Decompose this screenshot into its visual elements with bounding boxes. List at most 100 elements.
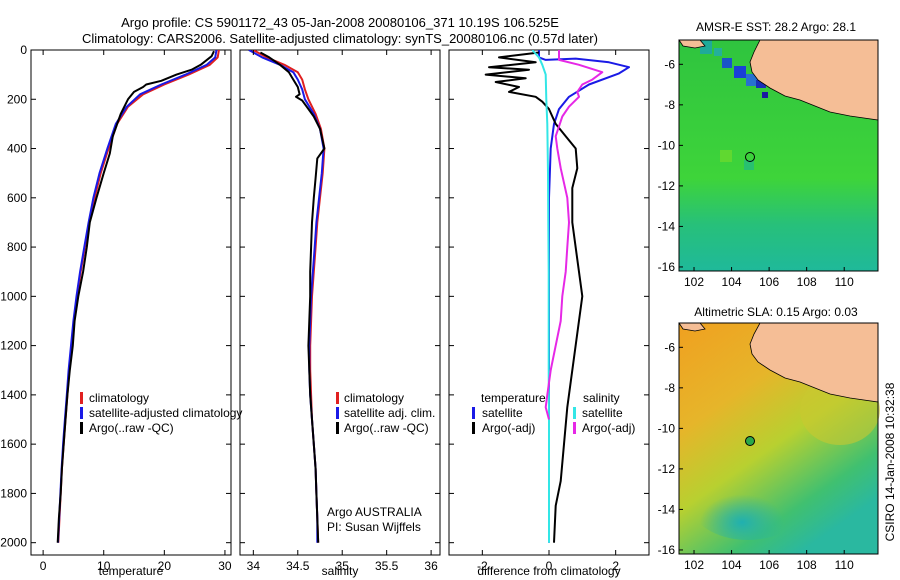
- sst_map-lat-label: -16: [658, 260, 676, 274]
- legend-swatch-diff-sal-argo: [573, 422, 576, 434]
- legend-swatch-sal-climatology: [336, 392, 339, 404]
- legend-label-diff-temp-satellite: satellite: [482, 406, 523, 420]
- sst-anomaly-patches: [700, 40, 813, 170]
- legend-label-sal-argo: Argo(..raw -QC): [344, 421, 429, 435]
- depth-tick-label: 0: [20, 43, 27, 57]
- salinity-xtick-label: 35.5: [375, 559, 399, 573]
- salinity-xtick-label: 36: [424, 559, 438, 573]
- sst_map-lat-label: -10: [658, 138, 676, 152]
- sla_map-lat-label: -16: [658, 543, 676, 557]
- temperature-xlabel: temperature: [99, 564, 164, 578]
- legend-swatch-diff-temp-satellite: [472, 407, 475, 419]
- legend-label-diff-sal-satellite: satellite: [582, 406, 623, 420]
- sla_map-lon-label: 102: [684, 558, 704, 572]
- sla_map-lat-label: -8: [664, 381, 675, 395]
- sla_map-lon-label: 104: [722, 558, 742, 572]
- sst_map-lon-label: 102: [684, 275, 704, 289]
- legend-label-climatology: climatology: [89, 391, 149, 405]
- credit-line2: PI: Susan Wijffels: [327, 520, 421, 534]
- sla_map-lon-label: 108: [797, 558, 817, 572]
- timestamp-label: CSIRO 14-Jan-2008 10:32:38: [883, 382, 897, 541]
- legend-swatch-argo: [80, 422, 83, 434]
- legend-title-salinity: salinity: [583, 391, 620, 405]
- legend-label-satellite: satellite-adjusted climatology: [89, 406, 242, 420]
- sst_map-lon-label: 104: [722, 275, 742, 289]
- salinity-xtick-label: 34.5: [286, 559, 310, 573]
- sla-low-anomaly: [688, 460, 808, 540]
- temperature-series-2-line: [56, 50, 215, 543]
- sla-argo-marker: [745, 436, 755, 446]
- sla-land-java: [749, 322, 879, 403]
- temperature-axes-frame: [30, 49, 232, 556]
- sla_map-lat-label: -10: [658, 421, 676, 435]
- sst_map-lat-label: -12: [658, 179, 676, 193]
- salinity-legend: climatology satellite adj. clim. Argo(..…: [336, 391, 435, 435]
- salinity-series-0-line: [252, 50, 326, 543]
- depth-tick-label: 800: [7, 240, 27, 254]
- legend-label-sal-climatology: climatology: [344, 391, 404, 405]
- legend-label-diff-sal-argo: Argo(-adj): [582, 421, 635, 435]
- depth-tick-label: 200: [7, 92, 27, 106]
- sla_map-lat-label: -6: [664, 340, 675, 354]
- depth-tick-label: 1800: [0, 486, 27, 500]
- difference-panel: -2 0 2 difference from climatology tempera…: [448, 49, 650, 578]
- difference-xlabel: difference from climatology: [477, 564, 620, 578]
- temperature-series-0-line: [57, 50, 220, 543]
- temperature-xtick-label: 30: [218, 559, 232, 573]
- legend-label-argo: Argo(..raw -QC): [89, 421, 174, 435]
- header-title-line2: Climatology: CARS2006. Satellite-adjuste…: [82, 31, 598, 46]
- temperature-xtick-label: 20: [158, 559, 172, 573]
- legend-label-sal-satellite: satellite adj. clim.: [344, 406, 435, 420]
- salinity-xtick-label: 35: [336, 559, 350, 573]
- sst-land-java: [749, 39, 879, 121]
- difference-series-2-line: [531, 50, 550, 543]
- sst_map-lat-label: -8: [664, 98, 675, 112]
- salinity-axes-frame: [239, 49, 441, 556]
- salinity-series-2-line: [259, 51, 326, 543]
- temperature-legend: climatology satellite-adjusted climatolo…: [80, 391, 242, 435]
- sla-map-title: Altimetric SLA: 0.15 Argo: 0.03: [694, 305, 858, 319]
- difference-xtick-label: -2: [477, 559, 488, 573]
- depth-tick-label: 600: [7, 191, 27, 205]
- sst-map-frame: [678, 39, 879, 272]
- sla_map-lat-label: -12: [658, 462, 676, 476]
- sla_map-lon-label: 110: [835, 558, 854, 572]
- depth-tick-label: 2000: [0, 536, 27, 550]
- depth-tick-label: 1200: [0, 339, 27, 353]
- sla_map-lat-label: -14: [658, 502, 676, 516]
- sla-map-frame: [678, 322, 879, 555]
- legend-label-diff-temp-argo: Argo(-adj): [482, 421, 535, 435]
- temperature-xtick-label: 10: [97, 559, 111, 573]
- temperature-xtick-label: 0: [40, 559, 47, 573]
- difference-legend: temperature salinity satellite Argo(-adj…: [472, 391, 635, 435]
- legend-title-temperature: temperature: [481, 391, 546, 405]
- sst_map-lon-label: 108: [797, 275, 817, 289]
- depth-tick-label: 1400: [0, 388, 27, 402]
- legend-swatch-diff-sal-satellite: [573, 407, 576, 419]
- header-title-line1: Argo profile: CS 5901172_43 05-Jan-2008 …: [121, 15, 559, 30]
- temperature-series-1-line: [57, 50, 218, 543]
- legend-swatch-climatology: [80, 392, 83, 404]
- temperature-panel: 0 10 20 30 temperature climatology satellit…: [30, 49, 242, 578]
- sst-map-title: AMSR-E SST: 28.2 Argo: 28.1: [696, 20, 856, 34]
- depth-tick-label: 400: [7, 142, 27, 156]
- legend-swatch-diff-temp-argo: [472, 422, 475, 434]
- sst_map-lat-label: -14: [658, 219, 676, 233]
- sst_map-lon-label: 110: [835, 275, 854, 289]
- difference-series-1-line: [484, 51, 584, 543]
- depth-axis: 0 200 400 600 800 1000 1200 1400 1600 1800 2000: [0, 43, 27, 550]
- depth-tick-label: 1600: [0, 437, 27, 451]
- salinity-xtick-label: 34: [247, 559, 261, 573]
- legend-swatch-sal-satellite: [336, 407, 339, 419]
- sla_map-lon-label: 106: [759, 558, 779, 572]
- sla-map: Altimetric SLA: 0.15 Argo: 0.03 102 104 10…: [658, 305, 880, 572]
- sst-map: AMSR-E SST: 28.2 Argo: 28.1 102 104 106 108…: [658, 20, 879, 289]
- sst_map-lon-label: 106: [759, 275, 779, 289]
- difference-series-3-line: [544, 50, 604, 420]
- legend-swatch-satellite: [80, 407, 83, 419]
- salinity-xlabel: salinity: [322, 564, 359, 578]
- sst_map-lat-label: -6: [664, 57, 675, 71]
- difference-series-0-line: [538, 50, 630, 543]
- credit-line1: Argo AUSTRALIA: [327, 505, 422, 519]
